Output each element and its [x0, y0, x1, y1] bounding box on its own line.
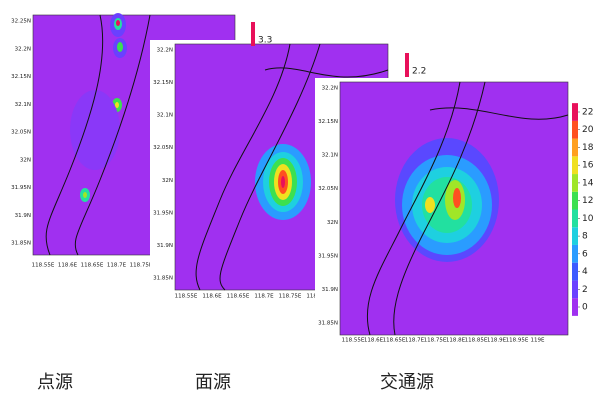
river-line	[264, 67, 389, 78]
colorbar-label: 6	[582, 249, 588, 259]
y-tick-label: 31.95N	[318, 253, 338, 259]
x-tick-label: 118.7E	[107, 263, 127, 269]
y-tick-label: 32.05N	[153, 145, 173, 151]
x-tick-label: 118.8E	[446, 338, 466, 344]
y-tick-label: 32N	[20, 157, 31, 163]
concentration-contour	[115, 102, 119, 108]
y-tick-label: 31.9N	[322, 287, 338, 293]
colorbar-label: 22	[582, 108, 593, 118]
concentration-contour	[117, 42, 123, 52]
y-tick-label: 32.15N	[318, 119, 338, 125]
river-line	[366, 81, 461, 336]
river-line	[45, 14, 104, 256]
y-tick-label: 32.05N	[11, 130, 31, 136]
partial-colorbar	[251, 22, 255, 46]
colorbar-label: 20	[582, 125, 594, 135]
map-panel: 32.2N 32.15N 32.1N 32.05N 32N 31.95N 31.9N 31.8…	[315, 78, 571, 353]
colorbar-segment	[572, 209, 578, 228]
river-line	[429, 107, 569, 120]
colorbar-segment	[572, 191, 578, 210]
colorbar-segment	[572, 103, 578, 121]
colorbar-label: 16	[582, 161, 594, 171]
colorbar-label: 8	[582, 232, 588, 242]
y-tick-label: 32.15N	[11, 74, 31, 80]
colorbar-label: 18	[582, 143, 594, 153]
colorbar-label: 10	[582, 214, 594, 224]
colorbar-segment	[572, 244, 578, 263]
colorbar-label: 14	[582, 178, 594, 188]
river-line	[74, 14, 151, 256]
y-tick-label: 31.95N	[11, 185, 31, 191]
concentration-contour	[70, 90, 120, 170]
concentration-contour	[425, 197, 435, 213]
panel-caption: 点源	[37, 372, 73, 393]
x-tick-label: 118.55E	[342, 338, 365, 344]
river-line	[393, 81, 486, 336]
colorbar-segment	[572, 280, 578, 299]
colorbar-label: 12	[582, 196, 593, 206]
y-tick-label: 31.9N	[157, 243, 173, 249]
x-tick-label: 118.75E	[424, 338, 447, 344]
panel-caption: 交通源	[380, 372, 434, 393]
y-tick-label: 32.2N	[15, 46, 31, 52]
river-line	[219, 43, 321, 291]
colorbar-label: 4	[582, 267, 588, 277]
concentration-contour	[281, 176, 285, 188]
y-tick-label: 31.85N	[11, 241, 31, 247]
x-tick-label: 118.7E	[254, 294, 274, 300]
concentration-contour	[83, 192, 87, 198]
y-tick-label: 32.15N	[153, 80, 173, 86]
x-tick-label: 118.7E	[405, 338, 425, 344]
panel-caption: 面源	[195, 372, 231, 393]
concentration-contour	[116, 20, 120, 26]
y-tick-label: 32.05N	[318, 186, 338, 192]
x-tick-label: 118.9E	[487, 338, 507, 344]
x-tick-label: 118.65E	[81, 263, 104, 269]
y-tick-label: 32.1N	[157, 113, 173, 119]
y-tick-label: 32.1N	[15, 102, 31, 108]
x-tick-label: 118.75E	[130, 263, 153, 269]
river-line	[195, 43, 291, 291]
x-tick-label: 118.65E	[383, 338, 406, 344]
colorbar-segment	[572, 120, 578, 139]
colorbar-segment	[572, 298, 578, 316]
y-tick-label: 31.95N	[153, 210, 173, 216]
x-tick-label: 118.75E	[279, 294, 302, 300]
y-tick-label: 32N	[327, 220, 338, 226]
colorbar-label: 0	[582, 303, 588, 313]
colorbar-segment	[572, 138, 578, 157]
colorbar-segment	[572, 262, 578, 281]
x-tick-label: 118.85E	[465, 338, 488, 344]
y-tick-label: 32.2N	[322, 86, 338, 92]
y-tick-label: 31.85N	[318, 321, 338, 327]
x-tick-label: 118.65E	[227, 294, 250, 300]
y-tick-label: 32N	[162, 178, 173, 184]
partial-colorbar-label: 3.3	[258, 36, 272, 46]
y-tick-label: 31.85N	[153, 276, 173, 282]
y-tick-label: 32.25N	[11, 19, 31, 25]
x-tick-label: 119E	[531, 338, 545, 344]
x-tick-label: 118.55E	[32, 263, 55, 269]
partial-colorbar-label: 2.2	[412, 67, 426, 77]
y-tick-label: 32.1N	[322, 153, 338, 159]
colorbar-segment	[572, 227, 578, 245]
x-tick-label: 118.6E	[58, 263, 78, 269]
colorbar-segment	[572, 156, 578, 175]
x-tick-label: 118.95E	[506, 338, 529, 344]
partial-colorbar	[405, 53, 409, 77]
x-tick-label: 118.55E	[175, 294, 198, 300]
x-tick-label: 118.6E	[202, 294, 222, 300]
y-tick-label: 32.2N	[157, 48, 173, 54]
x-tick-label: 118.6E	[364, 338, 384, 344]
y-tick-label: 31.9N	[15, 213, 31, 219]
colorbar-label: 2	[582, 285, 588, 295]
concentration-contour	[453, 188, 461, 208]
colorbar-segment	[572, 174, 578, 192]
